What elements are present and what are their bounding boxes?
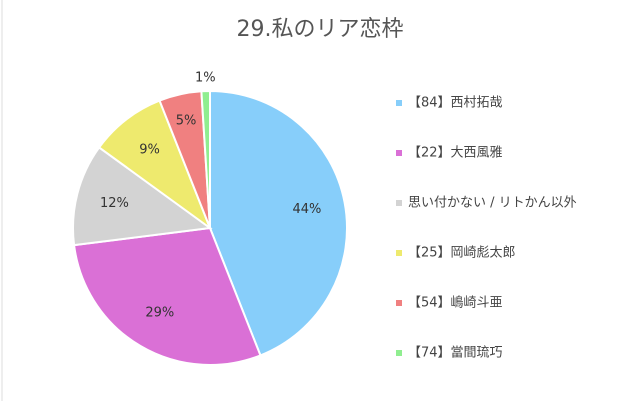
slice-label: 44% bbox=[292, 202, 321, 217]
legend-swatch bbox=[396, 100, 402, 106]
legend-label: 【84】西村拓哉 bbox=[408, 96, 503, 111]
legend-swatch bbox=[396, 250, 402, 256]
legend-swatch bbox=[396, 200, 402, 206]
legend-label: 【25】岡崎彪太郎 bbox=[408, 246, 516, 261]
legend-swatch bbox=[396, 350, 402, 356]
legend-label: 【22】大西風雅 bbox=[408, 146, 503, 161]
pie-slice bbox=[200, 89, 211, 229]
pie-slice bbox=[72, 226, 262, 366]
legend-label: 【74】當間琉巧 bbox=[408, 346, 503, 361]
pie-slice bbox=[72, 146, 213, 247]
slice-label: 29% bbox=[145, 305, 174, 320]
slice-label: 9% bbox=[139, 143, 160, 158]
legend-label: 【54】嶋崎斗亜 bbox=[408, 296, 503, 311]
chart-title: 29.私のリア恋枠 bbox=[237, 17, 404, 42]
legend-label: 思い付かない / リトかん以外 bbox=[408, 196, 577, 211]
slice-label: 12% bbox=[100, 196, 129, 211]
legend-swatch bbox=[396, 300, 402, 306]
pie-slice bbox=[209, 89, 348, 357]
legend-swatch bbox=[396, 150, 402, 156]
slice-label: 1% bbox=[195, 71, 216, 86]
slice-label: 5% bbox=[176, 114, 197, 129]
